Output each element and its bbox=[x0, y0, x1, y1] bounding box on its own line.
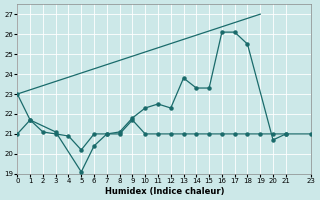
X-axis label: Humidex (Indice chaleur): Humidex (Indice chaleur) bbox=[105, 187, 224, 196]
